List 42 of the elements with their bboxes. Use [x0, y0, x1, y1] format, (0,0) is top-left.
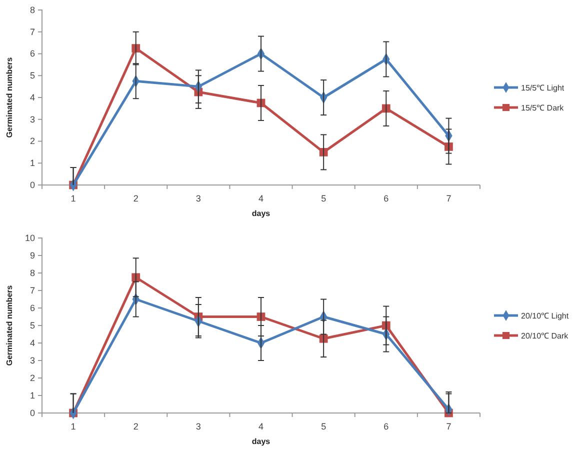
y-tick-label: 9	[30, 250, 35, 260]
x-axis-title: days	[252, 209, 271, 218]
x-tick-label: 4	[258, 193, 264, 204]
y-tick-label: 1	[30, 390, 35, 400]
y-tick-label: 3	[30, 355, 35, 366]
x-tick-label: 6	[384, 193, 389, 204]
x-tick-label: 4	[258, 421, 264, 432]
y-tick-label: 3	[30, 114, 35, 124]
legend-label: 15/5℃ Light	[521, 84, 565, 92]
y-tick-label: 1	[30, 158, 35, 168]
x-tick-label: 3	[196, 421, 201, 432]
x-tick-label: 7	[446, 421, 452, 432]
x-tick-label: 7	[446, 193, 452, 204]
y-tick-label: 7	[30, 285, 35, 296]
x-tick-label: 6	[384, 421, 389, 432]
x-tick-label: 5	[321, 193, 326, 204]
y-tick-label: 10	[24, 232, 35, 243]
y-tick-label: 0	[30, 180, 35, 190]
y-axis-title: Germinated numbers	[5, 56, 14, 138]
y-tick-label: 5	[30, 320, 35, 330]
legend-label: 20/10℃ Light	[521, 312, 570, 320]
x-axis-title: days	[252, 437, 271, 446]
y-axis-title: Germinated numbers	[5, 284, 14, 366]
x-tick-label: 5	[321, 421, 326, 432]
x-tick-label: 2	[133, 193, 138, 204]
y-tick-label: 7	[30, 26, 35, 37]
y-tick-label: 4	[30, 92, 35, 102]
y-tick-label: 6	[30, 48, 35, 59]
x-tick-label: 1	[70, 421, 76, 432]
x-tick-label: 3	[196, 193, 201, 204]
legend-label: 15/5℃ Dark	[521, 104, 565, 112]
y-tick-label: 5	[30, 70, 35, 81]
y-tick-label: 0	[30, 408, 35, 418]
y-tick-label: 2	[30, 136, 35, 146]
y-tick-label: 8	[30, 4, 35, 15]
y-tick-label: 8	[30, 268, 35, 278]
y-tick-label: 2	[30, 372, 35, 383]
x-tick-label: 1	[70, 193, 76, 204]
y-tick-label: 6	[30, 302, 35, 313]
y-tick-label: 4	[30, 338, 35, 348]
legend-label: 20/10℃ Dark	[521, 332, 570, 340]
x-tick-label: 2	[133, 421, 138, 432]
